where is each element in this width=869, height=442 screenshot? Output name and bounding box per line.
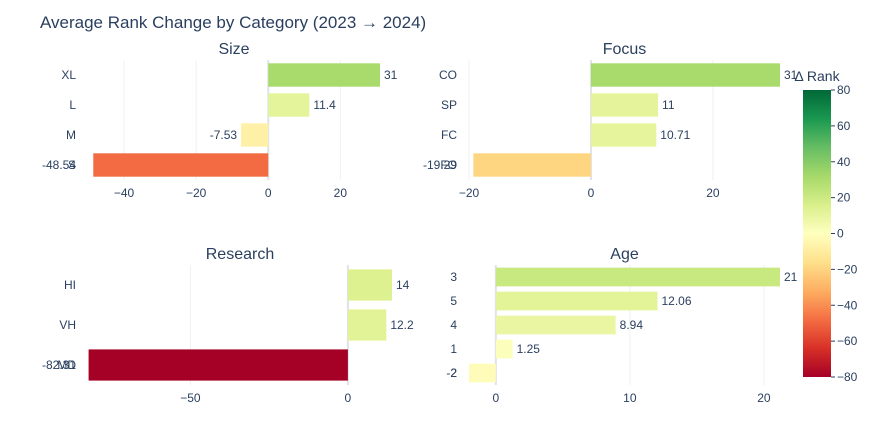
category-label: HI (64, 278, 76, 292)
colorbar-tick-label: 0 (837, 227, 844, 241)
bar (590, 93, 659, 117)
bar (241, 123, 269, 147)
data-label: 10.71 (660, 128, 690, 142)
panel-title: Focus (603, 41, 647, 58)
category-label: MD (57, 358, 76, 372)
colorbar-tick-label: −80 (837, 370, 858, 384)
colorbar-tick-label: −60 (837, 334, 858, 348)
category-label: 1 (450, 342, 457, 356)
bar (590, 123, 657, 147)
x-tick-label: 20 (334, 186, 348, 200)
x-tick-label: 10 (623, 391, 637, 405)
bar (268, 63, 380, 87)
colorbar-tick-label: 80 (837, 83, 851, 97)
data-label: -19.29 (423, 158, 457, 172)
x-tick-label: −20 (459, 186, 480, 200)
bar (495, 315, 616, 335)
panel-research: Research −50 0 HI 14 VH 12.2 MD-82.31 (42, 246, 414, 405)
bar (495, 267, 780, 287)
category-label: VH (59, 318, 76, 332)
x-tick-label: 20 (706, 186, 720, 200)
category-label: SP (441, 98, 457, 112)
bar (268, 93, 310, 117)
x-tick-label: −50 (180, 391, 201, 405)
colorbar-gradient (803, 90, 831, 377)
category-label: 3 (450, 270, 457, 284)
data-label: -48.54 (42, 158, 76, 172)
data-label: -7.53 (210, 128, 238, 142)
bar (469, 363, 496, 383)
panel-title: Research (206, 246, 274, 263)
category-label: XL (61, 68, 76, 82)
colorbar-tick-label: 20 (837, 191, 851, 205)
bar (88, 349, 348, 381)
bar (473, 153, 591, 177)
bar (590, 63, 780, 87)
x-tick-label: −40 (114, 186, 135, 200)
category-label: 5 (450, 294, 457, 308)
data-label: 8.94 (620, 318, 644, 332)
x-tick-label: 0 (345, 391, 352, 405)
colorbar-tick-label: 40 (837, 155, 851, 169)
data-label: 14 (396, 278, 410, 292)
panel-size: Size −40 −20 0 20 XL 31 L 11.4 M -7.53 S-48.54 (42, 41, 398, 200)
category-label: 4 (450, 318, 457, 332)
category-label: CO (439, 68, 457, 82)
bar (347, 309, 387, 341)
category-label: 2 (450, 366, 457, 380)
colorbar-tick-label: −20 (837, 262, 858, 276)
x-tick-label: −20 (186, 186, 207, 200)
data-label: -82.31 (42, 358, 76, 372)
colorbar-tick-label: 60 (837, 119, 851, 133)
bar (495, 291, 658, 311)
data-label: 21 (784, 270, 798, 284)
bar (495, 339, 513, 359)
data-label: 31 (784, 68, 798, 82)
panel-focus: Focus −20 0 20 CO 31 SP 11 FC 10.71 FO-19.29 (423, 41, 798, 200)
x-tick-label: 20 (757, 391, 771, 405)
category-label: L (69, 98, 76, 112)
bar (347, 269, 392, 301)
category-label: M (66, 128, 76, 142)
panel-title: Size (218, 41, 249, 58)
category-label: FO (440, 158, 457, 172)
category-label: S (68, 158, 76, 172)
colorbar-title: Δ Rank (794, 68, 840, 84)
x-tick-label: 0 (588, 186, 595, 200)
chart-title: Average Rank Change by Category (2023 → … (40, 13, 426, 32)
data-label: 12.06 (661, 294, 691, 308)
data-label: -2 (446, 366, 457, 380)
data-label: 1.25 (517, 342, 541, 356)
bar (93, 153, 269, 177)
colorbar-tick-label: −40 (837, 298, 858, 312)
x-tick-label: 0 (492, 391, 499, 405)
category-label: FC (441, 128, 457, 142)
data-label: 31 (384, 68, 398, 82)
data-label: 11 (662, 98, 675, 112)
x-tick-label: 0 (265, 186, 272, 200)
panel-title: Age (610, 246, 639, 263)
data-label: 12.2 (390, 318, 414, 332)
data-label: 11.4 (313, 98, 336, 112)
panel-age: Age 0 10 20 3 21 5 12.06 4 8.94 1 1.25 2-2 (446, 246, 797, 405)
